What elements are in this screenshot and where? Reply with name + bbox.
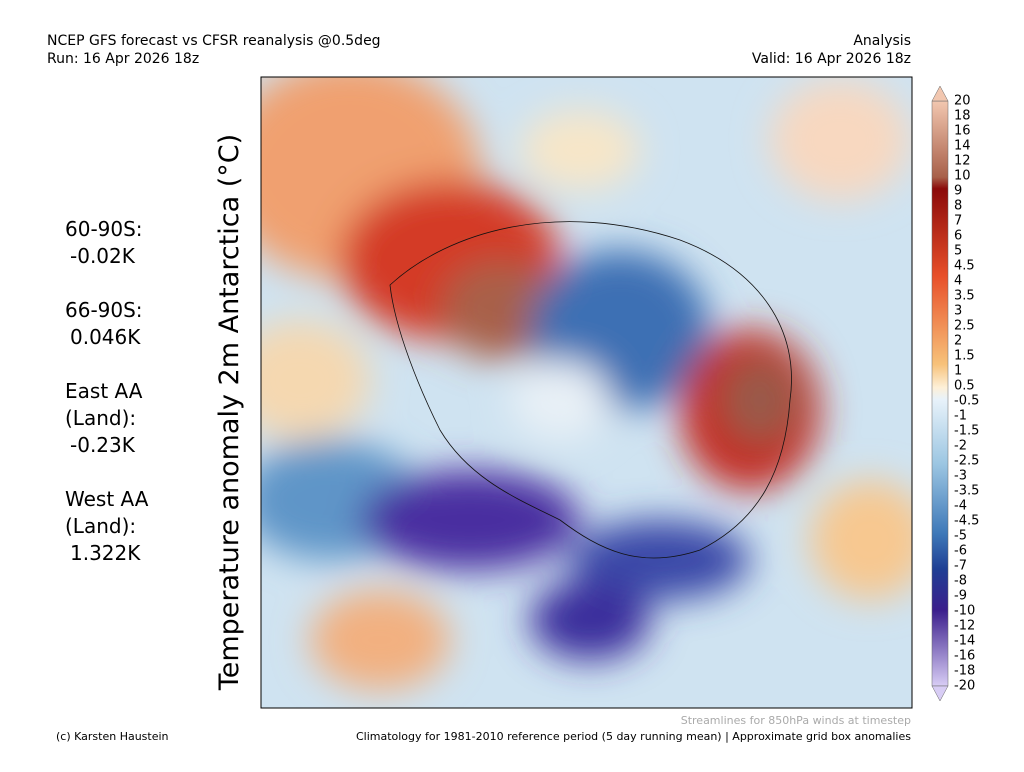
credit: (c) Karsten Haustein (56, 730, 169, 743)
stat-value: -0.23K (70, 433, 136, 457)
stat-value: 1.322K (70, 541, 141, 565)
colorbar-label: 1.5 (954, 349, 975, 364)
colorbar-label: -18 (954, 664, 975, 679)
stat-label: 66-90S: (65, 298, 143, 322)
colorbar-label: 18 (954, 109, 971, 124)
climatology: Climatology for 1981-2010 reference peri… (356, 730, 911, 743)
stat-value: 0.046K (70, 325, 141, 349)
y-label: Temperature anomaly 2m Antarctica (°C) (214, 134, 245, 691)
colorbar-label: -8 (954, 574, 967, 589)
stat-label: (Land): (65, 514, 136, 538)
title: NCEP GFS forecast vs CFSR reanalysis @0.… (47, 33, 381, 49)
colorbar (931, 100, 949, 687)
stat-label: East AA (65, 379, 143, 403)
colorbar-label: -20 (954, 679, 975, 694)
colorbar-label: 2.5 (954, 319, 975, 334)
colorbar-label: 12 (954, 154, 971, 169)
colorbar-label: -1 (954, 409, 967, 424)
map-frame (260, 76, 913, 709)
colorbar-label: -2 (954, 439, 967, 454)
stat-label: 60-90S: (65, 217, 143, 241)
colorbar-label: 10 (954, 169, 971, 184)
colorbar-label: -14 (954, 634, 975, 649)
streamline-note: Streamlines for 850hPa winds at timestep (681, 714, 911, 727)
run: Run: 16 Apr 2026 18z (47, 51, 199, 67)
colorbar-label: -9 (954, 589, 967, 604)
colorbar-label: -4 (954, 499, 967, 514)
colorbar-label: 2 (954, 334, 962, 349)
colorbar-label: 7 (954, 214, 962, 229)
colorbar-label: 6 (954, 229, 962, 244)
stats: 60-90S: -0.02K 66-90S: 0.046K East AA (Land):… (65, 217, 149, 565)
colorbar-label: 1 (954, 364, 962, 379)
colorbar-label: -4.5 (954, 514, 979, 529)
colorbar-label: 0.5 (954, 379, 975, 394)
colorbar-label: 14 (954, 139, 971, 154)
colorbar-label: -3 (954, 469, 967, 484)
map (261, 77, 912, 708)
colorbar-label: -1.5 (954, 424, 979, 439)
colorbar-bottom (931, 685, 949, 702)
colorbar-top (931, 85, 949, 102)
colorbar-label: 4 (954, 274, 962, 289)
colorbar-label: -7 (954, 559, 967, 574)
colorbar-label: 3 (954, 304, 962, 319)
colorbar-label: -5 (954, 529, 967, 544)
colorbar-label: 8 (954, 199, 962, 214)
mode: Analysis (853, 33, 911, 49)
colorbar-label: -2.5 (954, 454, 979, 469)
stat-value: -0.02K (70, 244, 136, 268)
colorbar-label: -0.5 (954, 394, 979, 409)
stat-label: (Land): (65, 406, 136, 430)
colorbar-label: -12 (954, 619, 975, 634)
colorbar-label: 20 (954, 94, 971, 109)
colorbar-label: 5 (954, 244, 962, 259)
colorbar-label: 16 (954, 124, 971, 139)
colorbar-label: -16 (954, 649, 975, 664)
stat-label: West AA (65, 487, 149, 511)
colorbar-label: 4.5 (954, 259, 975, 274)
colorbar-label: -6 (954, 544, 967, 559)
valid: Valid: 16 Apr 2026 18z (752, 51, 911, 67)
colorbar-label: 9 (954, 184, 962, 199)
colorbar-labels: 201816141210987654.543.532.521.510.5-0.5… (954, 94, 979, 694)
colorbar-label: -3.5 (954, 484, 979, 499)
colorbar-label: -10 (954, 604, 975, 619)
colorbar-label: 3.5 (954, 289, 975, 304)
